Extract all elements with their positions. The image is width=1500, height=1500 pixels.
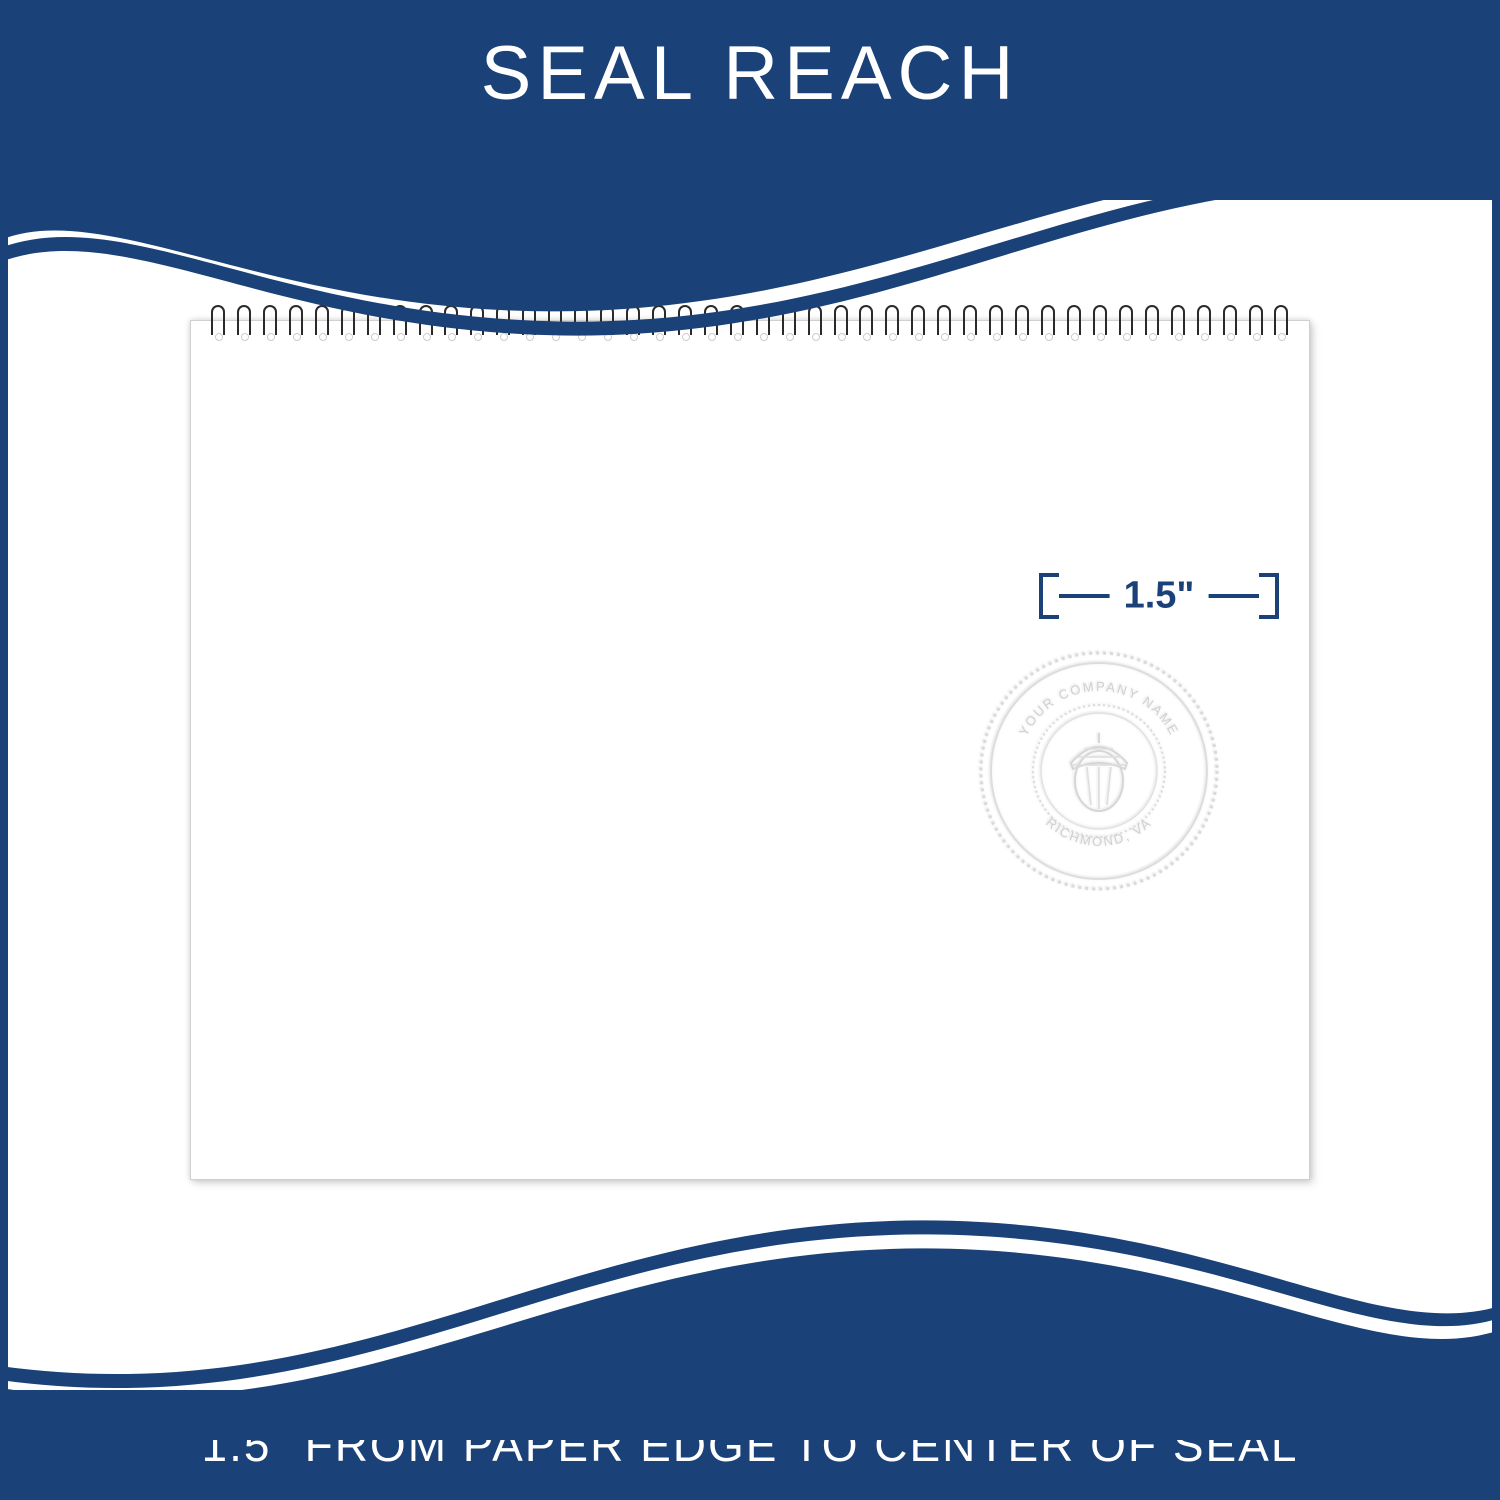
seal-top-text: YOUR COMPANY NAME [1016, 679, 1182, 739]
bracket-right [1259, 573, 1279, 619]
notebook-page: 1.5" YOUR COMPANY NAME RICHMOND, VA [190, 320, 1310, 1180]
embossed-seal: YOUR COMPANY NAME RICHMOND, VA [969, 641, 1229, 901]
acorn-icon [1071, 733, 1127, 811]
spiral-binding [211, 305, 1289, 339]
top-banner: SEAL REACH [0, 0, 1500, 200]
bracket-left [1039, 573, 1059, 619]
measurement-value: 1.5" [1110, 575, 1209, 618]
bottom-banner: 1.5" FROM PAPER EDGE TO CENTER OF SEAL [0, 1390, 1500, 1500]
footer-caption: 1.5" FROM PAPER EDGE TO CENTER OF SEAL [202, 1418, 1299, 1472]
seal-bottom-text: RICHMOND, VA [1043, 815, 1154, 849]
measurement-indicator: 1.5" [1039, 571, 1279, 621]
page-title: SEAL REACH [481, 30, 1020, 117]
